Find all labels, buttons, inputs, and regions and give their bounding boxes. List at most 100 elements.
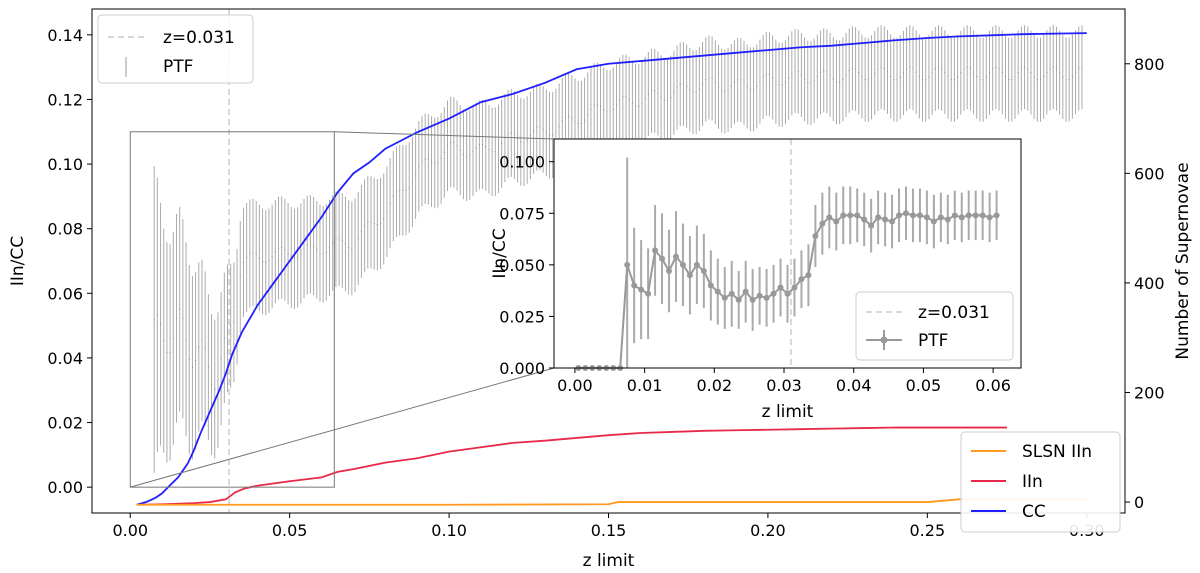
ptf-point bbox=[702, 83, 704, 85]
ptf-point bbox=[781, 84, 783, 86]
y-tick-label: 0.00 bbox=[47, 478, 83, 497]
ptf-point bbox=[890, 75, 892, 77]
ptf-point bbox=[820, 71, 822, 73]
inset-data-point bbox=[833, 218, 840, 225]
ptf-point bbox=[399, 189, 401, 191]
ptf-point bbox=[934, 68, 936, 70]
ptf-point bbox=[737, 79, 739, 81]
ptf-point bbox=[558, 126, 560, 128]
ptf-point bbox=[166, 351, 168, 353]
ptf-point bbox=[909, 66, 911, 68]
x-tick-label: 0.20 bbox=[750, 521, 786, 540]
ptf-point bbox=[635, 105, 637, 107]
y-right-tick-label: 0 bbox=[1134, 493, 1144, 512]
ptf-point bbox=[268, 260, 270, 262]
zoom-connector bbox=[130, 367, 555, 488]
ptf-point bbox=[160, 323, 162, 325]
ptf-point bbox=[485, 145, 487, 147]
ptf-point bbox=[714, 81, 716, 83]
ptf-point bbox=[309, 243, 311, 245]
ptf-point bbox=[963, 68, 965, 70]
y-tick-label: 0.04 bbox=[47, 349, 83, 368]
ptf-point bbox=[928, 76, 930, 78]
ptf-point bbox=[364, 224, 366, 226]
inset-data-point bbox=[763, 294, 770, 301]
ptf-point bbox=[297, 256, 299, 258]
ptf-point bbox=[421, 160, 423, 162]
legend-marker-icon bbox=[880, 336, 888, 344]
ptf-point bbox=[373, 223, 375, 225]
inset-data-point bbox=[847, 212, 854, 219]
ptf-point bbox=[864, 78, 866, 80]
inset-x-tick-label: 0.03 bbox=[766, 376, 802, 395]
ptf-point bbox=[185, 338, 187, 340]
inset-data-point bbox=[882, 216, 889, 223]
ptf-point bbox=[835, 81, 837, 83]
inset-data-point bbox=[861, 216, 868, 223]
series-line-iin bbox=[136, 426, 1008, 506]
inset-x-tick-label: 0.05 bbox=[906, 376, 942, 395]
ptf-point bbox=[389, 202, 391, 204]
ptf-point bbox=[593, 104, 595, 106]
ptf-point bbox=[647, 93, 649, 95]
ptf-point bbox=[230, 325, 232, 327]
ptf-point bbox=[625, 96, 627, 98]
ptf-point bbox=[816, 76, 818, 78]
ptf-point bbox=[472, 150, 474, 152]
ptf-point bbox=[504, 137, 506, 139]
ptf-point bbox=[941, 67, 943, 69]
inset-x-axis-label: z limit bbox=[762, 402, 814, 422]
y-tick-label: 0.02 bbox=[47, 414, 83, 433]
inset-data-point bbox=[826, 214, 833, 221]
ptf-point bbox=[976, 76, 978, 78]
ptf-point bbox=[456, 145, 458, 147]
ptf-point bbox=[351, 247, 353, 249]
ptf-point bbox=[201, 339, 203, 341]
ptf-point bbox=[376, 224, 378, 226]
inset-data-point bbox=[902, 210, 909, 217]
ptf-point bbox=[405, 189, 407, 191]
ptf-point bbox=[969, 68, 971, 70]
ptf-point bbox=[529, 134, 531, 136]
ptf-point bbox=[287, 253, 289, 255]
ptf-point bbox=[791, 72, 793, 74]
ptf-point bbox=[832, 78, 834, 80]
inset-data-point bbox=[965, 212, 972, 219]
ptf-point bbox=[271, 256, 273, 258]
inset-x-tick-label: 0.02 bbox=[697, 376, 733, 395]
legend-label: PTF bbox=[163, 57, 193, 77]
ptf-point bbox=[156, 314, 158, 316]
ptf-point bbox=[775, 81, 777, 83]
ptf-point bbox=[896, 79, 898, 81]
ptf-point bbox=[950, 79, 952, 81]
ptf-point bbox=[676, 87, 678, 89]
ptf-point bbox=[580, 122, 582, 124]
ptf-point bbox=[848, 70, 850, 72]
ptf-point bbox=[893, 79, 895, 81]
ptf-point bbox=[335, 238, 337, 240]
ptf-point bbox=[1078, 68, 1080, 70]
ptf-point bbox=[510, 132, 512, 134]
ptf-point bbox=[303, 248, 305, 250]
ptf-point bbox=[813, 80, 815, 82]
ptf-point bbox=[1081, 66, 1083, 68]
ptf-point bbox=[418, 165, 420, 167]
ptf-point bbox=[992, 68, 994, 70]
ptf-point bbox=[325, 251, 327, 253]
ptf-point bbox=[443, 151, 445, 153]
ptf-point bbox=[915, 71, 917, 73]
x-tick-label: 0.00 bbox=[112, 521, 148, 540]
x-tick-label: 0.25 bbox=[910, 521, 946, 540]
legend-label: CC bbox=[1022, 502, 1046, 522]
ptf-point bbox=[823, 69, 825, 71]
ptf-point bbox=[966, 66, 968, 68]
ptf-point bbox=[513, 134, 515, 136]
x-axis-label: z limit bbox=[583, 551, 635, 571]
ptf-point bbox=[341, 239, 343, 241]
ptf-point bbox=[861, 75, 863, 77]
ptf-point bbox=[415, 173, 417, 175]
ptf-point bbox=[262, 260, 264, 262]
y-tick-label: 0.10 bbox=[47, 155, 83, 174]
inset-data-point bbox=[944, 216, 951, 223]
inset-data-point bbox=[791, 284, 798, 291]
